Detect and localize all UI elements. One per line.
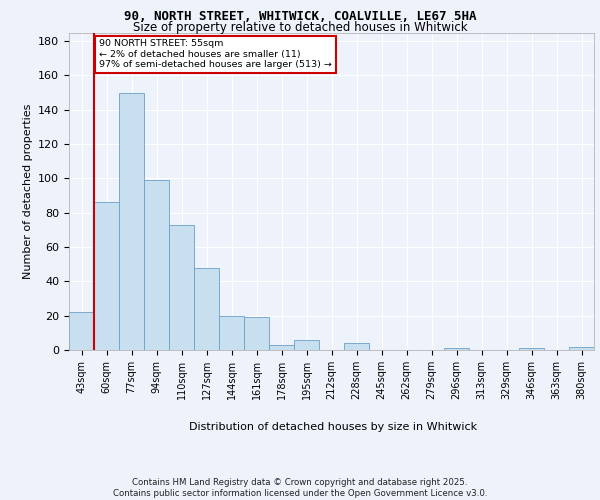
Y-axis label: Number of detached properties: Number of detached properties	[23, 104, 32, 279]
Bar	[269, 345, 294, 350]
Bar	[244, 318, 269, 350]
Text: 90 NORTH STREET: 55sqm
← 2% of detached houses are smaller (11)
97% of semi-deta: 90 NORTH STREET: 55sqm ← 2% of detached …	[99, 40, 332, 69]
Bar	[294, 340, 319, 350]
Text: Distribution of detached houses by size in Whitwick: Distribution of detached houses by size …	[189, 422, 477, 432]
Bar	[169, 224, 194, 350]
Text: Contains HM Land Registry data © Crown copyright and database right 2025.
Contai: Contains HM Land Registry data © Crown c…	[113, 478, 487, 498]
Bar	[444, 348, 469, 350]
Bar	[119, 92, 144, 350]
Bar	[69, 312, 94, 350]
Bar	[194, 268, 219, 350]
Bar	[344, 343, 369, 350]
Text: Size of property relative to detached houses in Whitwick: Size of property relative to detached ho…	[133, 21, 467, 34]
Bar	[219, 316, 244, 350]
Bar	[94, 202, 119, 350]
Bar	[569, 346, 594, 350]
Bar	[144, 180, 169, 350]
Bar	[519, 348, 544, 350]
Text: 90, NORTH STREET, WHITWICK, COALVILLE, LE67 5HA: 90, NORTH STREET, WHITWICK, COALVILLE, L…	[124, 10, 476, 23]
